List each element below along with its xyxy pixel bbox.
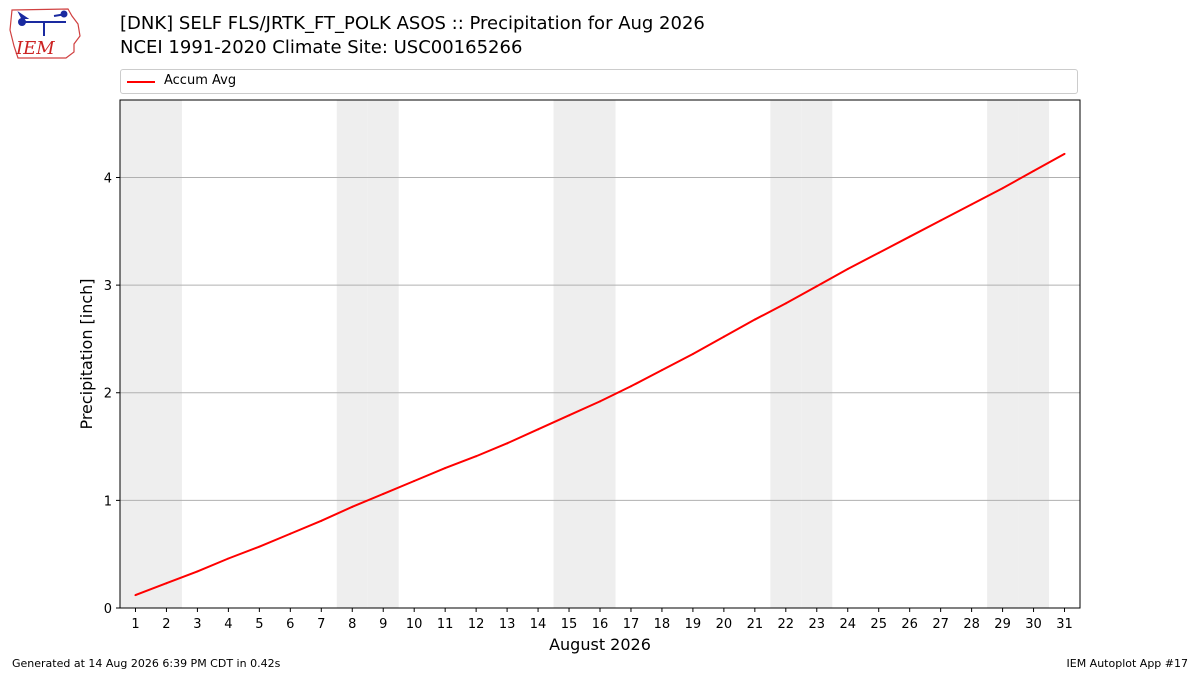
data-point bbox=[1063, 152, 1066, 155]
data-point bbox=[444, 467, 447, 470]
y-tick-label: 1 bbox=[104, 494, 112, 509]
data-point bbox=[939, 219, 942, 222]
x-tick-label: 1 bbox=[131, 617, 139, 632]
data-point bbox=[537, 428, 540, 431]
y-tick-label: 4 bbox=[104, 171, 112, 186]
logo-text: IEM bbox=[15, 38, 55, 59]
chart-title: [DNK] SELF FLS/JRTK_FT_POLK ASOS :: Prec… bbox=[120, 13, 705, 34]
data-point bbox=[506, 442, 509, 445]
x-tick-label: 17 bbox=[623, 617, 640, 632]
weekend-band bbox=[336, 100, 368, 608]
data-point bbox=[351, 505, 354, 508]
x-tick-label: 15 bbox=[561, 617, 578, 632]
x-tick-label: 10 bbox=[406, 617, 423, 632]
x-tick-label: 2 bbox=[162, 617, 170, 632]
data-point bbox=[196, 570, 199, 573]
data-point bbox=[227, 557, 230, 560]
x-tick-label: 4 bbox=[224, 617, 232, 632]
x-tick-label: 3 bbox=[193, 617, 201, 632]
y-tick-label: 3 bbox=[104, 279, 112, 294]
weather-station-icon bbox=[17, 10, 68, 36]
data-point bbox=[320, 519, 323, 522]
x-tick-label: 31 bbox=[1056, 617, 1073, 632]
x-tick-label: 18 bbox=[654, 617, 671, 632]
weekend-band bbox=[553, 100, 585, 608]
weekend-band bbox=[120, 100, 151, 608]
data-point bbox=[289, 532, 292, 535]
weekend-band bbox=[584, 100, 616, 608]
x-tick-label: 22 bbox=[778, 617, 795, 632]
x-tick-label: 13 bbox=[499, 617, 516, 632]
data-point bbox=[784, 302, 787, 305]
legend-swatch bbox=[127, 81, 155, 83]
iem-logo: IEM bbox=[9, 8, 81, 59]
data-point bbox=[846, 267, 849, 270]
generated-timestamp: Generated at 14 Aug 2026 6:39 PM CDT in … bbox=[12, 657, 281, 670]
x-tick-label: 16 bbox=[592, 617, 609, 632]
plot-frame bbox=[119, 99, 1081, 609]
x-tick-label: 30 bbox=[1025, 617, 1042, 632]
data-point bbox=[165, 582, 168, 585]
data-point bbox=[599, 400, 601, 403]
data-point bbox=[258, 545, 261, 548]
data-point bbox=[629, 385, 632, 388]
x-tick-label: 5 bbox=[255, 617, 263, 632]
x-tick-label: 19 bbox=[685, 617, 702, 632]
weekend-band bbox=[367, 100, 399, 608]
data-point bbox=[908, 235, 911, 238]
data-point bbox=[413, 480, 416, 482]
x-tick-label: 6 bbox=[286, 617, 294, 632]
data-point bbox=[660, 369, 663, 372]
y-tick-label: 0 bbox=[104, 602, 112, 617]
data-point bbox=[753, 318, 756, 321]
data-point bbox=[568, 414, 571, 417]
legend: Accum Avg bbox=[120, 69, 1078, 94]
data-point bbox=[877, 251, 880, 254]
data-point bbox=[134, 594, 137, 597]
x-tick-label: 20 bbox=[716, 617, 733, 632]
weekend-band bbox=[987, 100, 1019, 608]
x-tick-label: 12 bbox=[468, 617, 485, 632]
x-tick-label: 27 bbox=[932, 617, 949, 632]
x-tick-label: 24 bbox=[839, 617, 856, 632]
x-tick-label: 21 bbox=[747, 617, 764, 632]
x-tick-label: 25 bbox=[870, 617, 887, 632]
data-point bbox=[1001, 187, 1004, 190]
data-point bbox=[722, 335, 725, 338]
iowa-state-outline bbox=[9, 8, 81, 59]
chart-subtitle: NCEI 1991-2020 Climate Site: USC00165266 bbox=[120, 37, 523, 58]
data-point bbox=[815, 285, 818, 288]
x-tick-label: 11 bbox=[437, 617, 454, 632]
app-label: IEM Autoplot App #17 bbox=[1066, 657, 1189, 670]
weekend-band bbox=[150, 100, 182, 608]
weekend-band bbox=[1018, 100, 1050, 608]
x-axis-label: August 2026 bbox=[549, 635, 651, 654]
y-axis-label: Precipitation [inch] bbox=[77, 278, 96, 429]
data-point bbox=[970, 203, 973, 206]
weekend-band bbox=[801, 100, 833, 608]
x-tick-label: 29 bbox=[994, 617, 1011, 632]
data-point bbox=[382, 492, 385, 495]
x-tick-label: 14 bbox=[530, 617, 547, 632]
legend-label: Accum Avg bbox=[164, 73, 237, 88]
data-point bbox=[691, 353, 694, 355]
y-tick-label: 2 bbox=[104, 387, 112, 402]
data-point bbox=[475, 455, 478, 458]
x-tick-label: 8 bbox=[348, 617, 356, 632]
x-tick-label: 26 bbox=[901, 617, 918, 632]
x-tick-label: 7 bbox=[317, 617, 325, 632]
data-point bbox=[1032, 170, 1035, 173]
weekend-band bbox=[770, 100, 802, 608]
x-tick-label: 9 bbox=[379, 617, 387, 632]
x-tick-label: 28 bbox=[963, 617, 980, 632]
x-tick-label: 23 bbox=[809, 617, 826, 632]
